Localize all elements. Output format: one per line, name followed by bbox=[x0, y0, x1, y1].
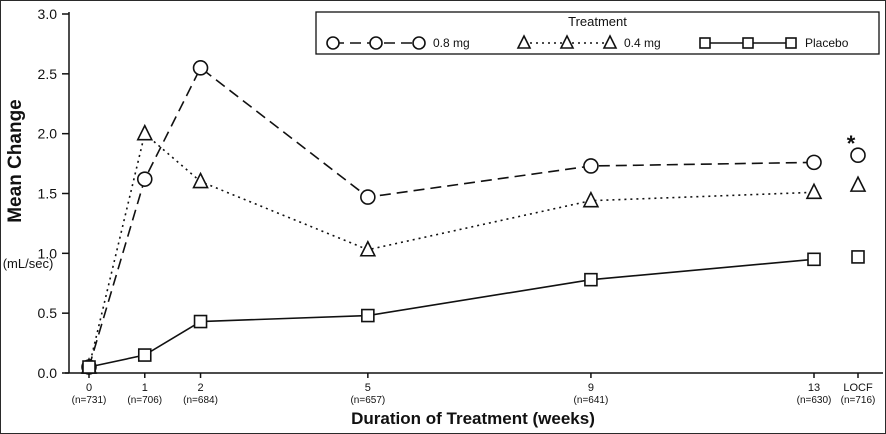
y-axis: 0.0 0.5 1.0 1.5 2.0 2.5 3.0 Mean Change (mL/sec) bbox=[3, 6, 70, 381]
x-tick-label: 2 bbox=[197, 382, 203, 394]
marker-square bbox=[699, 37, 711, 49]
marker-square bbox=[742, 37, 754, 49]
legend-box bbox=[315, 11, 880, 55]
marker-circle bbox=[326, 36, 340, 50]
marker-triangle bbox=[192, 171, 209, 189]
annotations: * bbox=[847, 131, 856, 156]
marker-triangle bbox=[359, 239, 377, 257]
y-tick-label: 2.5 bbox=[38, 66, 58, 82]
marker-square bbox=[193, 314, 208, 329]
series-markers bbox=[80, 60, 867, 375]
x-tick-label: 5 bbox=[365, 382, 371, 394]
legend-entry-label: 0.4 mg bbox=[624, 36, 661, 50]
marker-circle bbox=[850, 147, 866, 164]
marker-square bbox=[851, 250, 865, 264]
marker-square bbox=[785, 37, 797, 49]
marker-circle bbox=[136, 171, 153, 187]
legend-entry-label: Placebo bbox=[805, 36, 849, 50]
legend-title: Treatment bbox=[568, 14, 627, 29]
x-tick-label: 13 bbox=[808, 382, 820, 394]
x-n-label: (n=657) bbox=[350, 395, 385, 406]
series-line-0.4-mg bbox=[88, 132, 815, 368]
x-n-label: (n=731) bbox=[72, 395, 107, 406]
x-n-label: (n=630) bbox=[797, 395, 832, 406]
marker-triangle bbox=[516, 34, 532, 49]
y-axis-unit: (mL/sec) bbox=[3, 256, 54, 271]
y-tick-label: 3.0 bbox=[38, 6, 58, 22]
legend: Treatment 0.8 mg 0.4 mg Placebo bbox=[315, 11, 880, 55]
series-line-0.8-mg bbox=[88, 66, 815, 368]
x-tick-label: 0 bbox=[86, 382, 92, 394]
y-tick-label: 0.5 bbox=[38, 305, 58, 321]
marker-circle bbox=[806, 154, 822, 171]
x-tick-label: 1 bbox=[142, 382, 148, 394]
x-tick-label-locf: LOCF bbox=[843, 382, 873, 394]
marker-triangle bbox=[559, 34, 575, 49]
marker-circle bbox=[192, 60, 209, 76]
y-tick-label: 1.5 bbox=[38, 186, 58, 202]
marker-triangle bbox=[582, 190, 600, 208]
marker-circle bbox=[360, 189, 376, 205]
marker-triangle bbox=[602, 34, 618, 49]
y-tick-label: 2.0 bbox=[38, 126, 58, 142]
marker-square bbox=[82, 360, 96, 374]
x-axis-title: Duration of Treatment (weeks) bbox=[351, 409, 595, 428]
marker-circle bbox=[412, 36, 426, 50]
marker-triangle bbox=[136, 123, 154, 141]
x-n-label: (n=641) bbox=[574, 395, 609, 406]
x-n-label-locf: (n=716) bbox=[841, 395, 876, 406]
marker-circle bbox=[369, 36, 383, 50]
marker-triangle bbox=[849, 175, 867, 192]
marker-square bbox=[807, 252, 821, 267]
marker-triangle bbox=[805, 182, 823, 200]
series-line-placebo bbox=[88, 258, 815, 368]
x-n-label: (n=684) bbox=[183, 395, 218, 406]
marker-circle bbox=[583, 158, 599, 174]
series-lines bbox=[88, 66, 815, 368]
legend-entry-label: 0.8 mg bbox=[433, 36, 470, 50]
locf-annotation: * bbox=[847, 131, 856, 156]
marker-square bbox=[137, 348, 152, 362]
marker-square bbox=[361, 308, 375, 323]
x-tick-label: 9 bbox=[588, 382, 594, 394]
y-tick-label: 0.0 bbox=[38, 365, 58, 381]
x-axis: 0(n=731) 1(n=706) 2(n=684) 5(n=657) 9(n=641)… bbox=[65, 372, 883, 428]
marker-square bbox=[584, 272, 598, 287]
x-n-label: (n=706) bbox=[127, 395, 162, 406]
y-axis-title: Mean Change bbox=[5, 99, 26, 223]
y-tick-label: 1.0 bbox=[38, 245, 58, 261]
